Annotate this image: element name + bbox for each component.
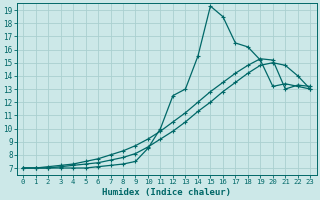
X-axis label: Humidex (Indice chaleur): Humidex (Indice chaleur)	[102, 188, 231, 197]
